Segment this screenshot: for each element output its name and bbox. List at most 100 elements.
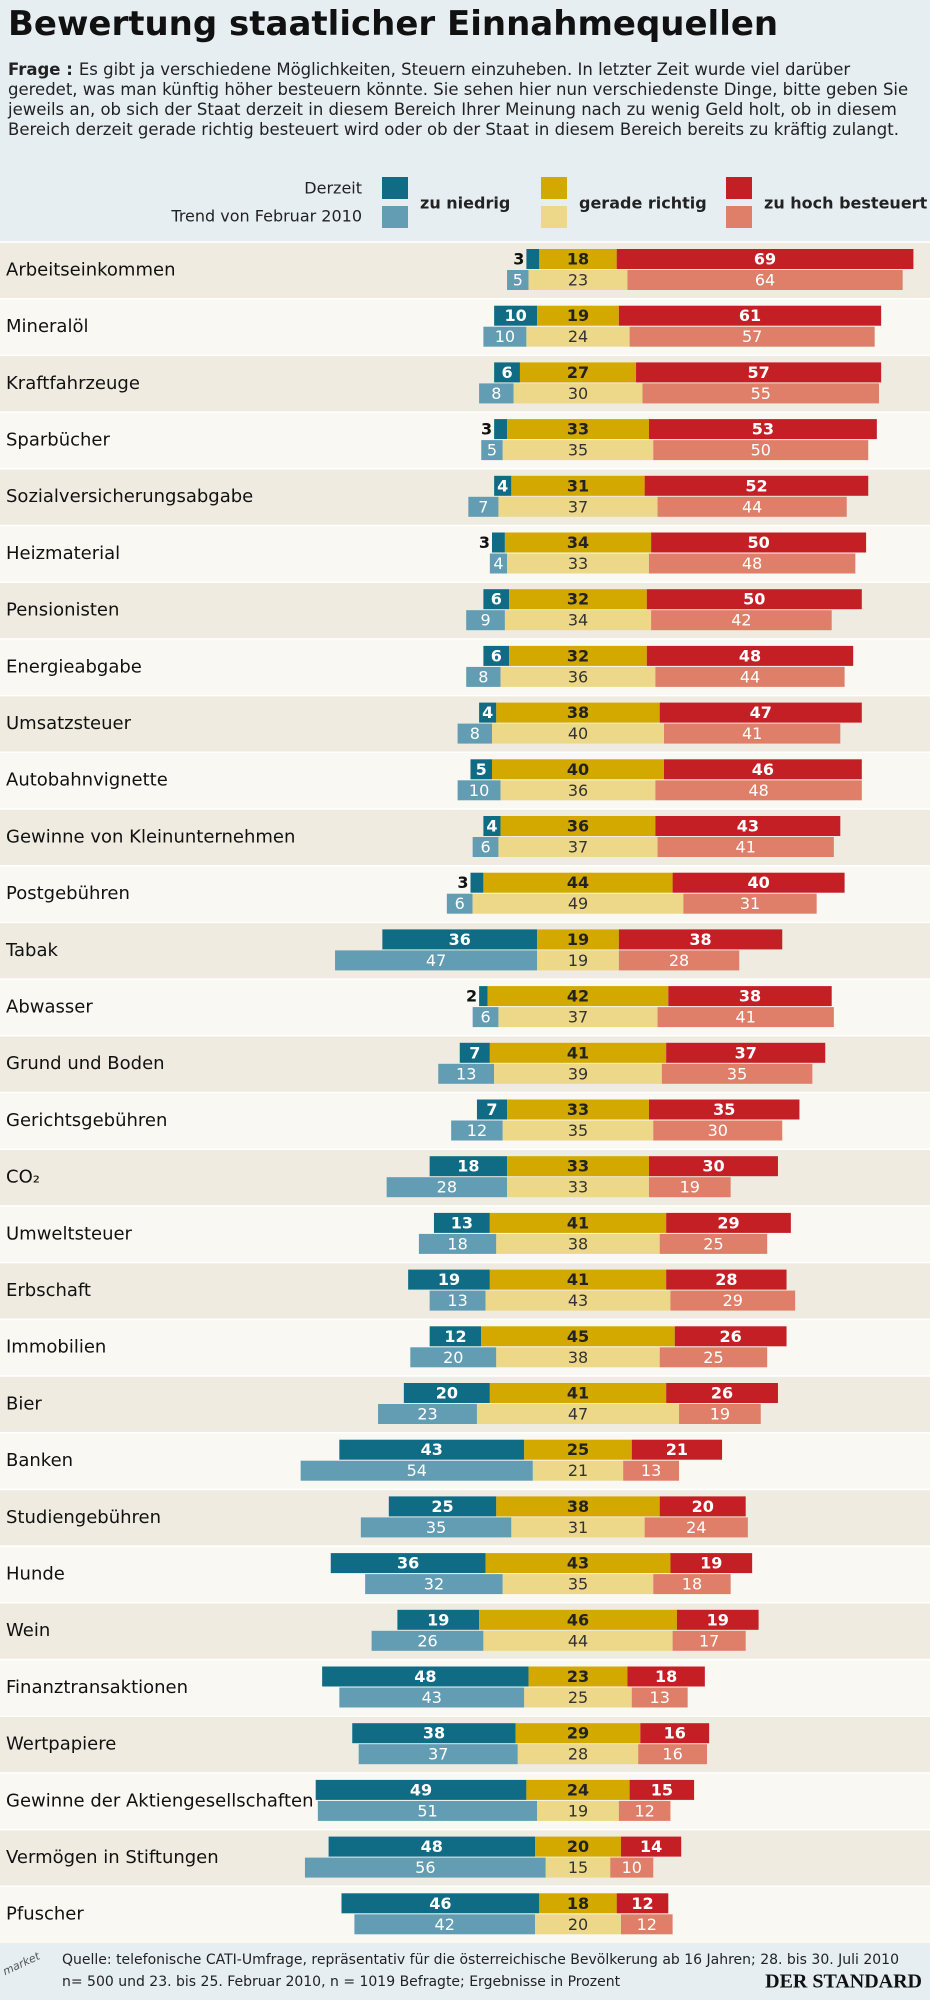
bar-segment	[648, 1099, 800, 1120]
value-label: 25	[568, 1688, 588, 1707]
value-label: 41	[567, 1043, 589, 1062]
bar-segment	[496, 1233, 660, 1254]
value-label: 46	[567, 1610, 589, 1629]
value-label: 47	[568, 1405, 588, 1424]
bar-segment	[507, 1177, 649, 1198]
bar-segment	[408, 1269, 490, 1290]
bar-segment	[483, 816, 501, 836]
value-label: 47	[426, 951, 446, 970]
legend-label: gerade richtig	[579, 194, 707, 213]
bar-segment	[666, 1383, 778, 1403]
value-label: 43	[422, 1688, 442, 1707]
bar-segment	[537, 929, 619, 950]
value-label: 45	[567, 1327, 589, 1346]
bar-segment	[668, 986, 832, 1007]
category-label: Bier	[6, 1393, 42, 1414]
value-label: 41	[567, 1213, 589, 1232]
source: n= 500 und 23. bis 25. Februar 2010, n =…	[62, 1974, 621, 1990]
legend-label: zu hoch besteuert	[764, 194, 928, 213]
value-label: 30	[568, 384, 588, 403]
value-label: 19	[567, 930, 589, 949]
category-label: Erbschaft	[6, 1280, 91, 1301]
bar-segment	[403, 1383, 490, 1403]
bar-segment	[509, 589, 647, 610]
value-label: 35	[727, 1064, 747, 1083]
value-label: 6	[480, 838, 490, 857]
bar-segment	[468, 496, 499, 517]
bar-segment	[429, 1326, 482, 1347]
bar-segment	[507, 270, 529, 290]
value-label: 14	[640, 1837, 662, 1856]
bar-segment	[644, 475, 869, 496]
bar-segment	[472, 893, 684, 914]
bar-segment	[472, 837, 499, 857]
value-label: 36	[397, 1554, 419, 1573]
bar-segment	[339, 1687, 525, 1708]
bar-segment	[621, 1836, 682, 1857]
value-label: 29	[717, 1213, 739, 1232]
bar-segment	[651, 532, 867, 553]
bar-segment	[335, 950, 538, 971]
value-label: 38	[567, 703, 589, 722]
value-label: 8	[478, 667, 488, 686]
value-label: 28	[715, 1270, 737, 1289]
category-label: Gerichtsgebühren	[6, 1110, 167, 1131]
value-label: 48	[742, 554, 762, 573]
value-label: 69	[754, 250, 776, 269]
value-label: 23	[568, 271, 588, 290]
value-label: 38	[568, 1348, 588, 1367]
value-label: 30	[708, 1121, 728, 1140]
value-label: 50	[747, 533, 769, 552]
value-label: 27	[567, 363, 589, 382]
bar-segment	[629, 326, 875, 347]
value-label: 4	[497, 476, 508, 495]
value-label: 15	[568, 1858, 588, 1877]
value-label: 29	[567, 1724, 589, 1743]
bar-segment	[659, 1347, 768, 1368]
bar-segment	[397, 1609, 480, 1630]
value-label: 18	[457, 1157, 479, 1176]
value-label: 35	[426, 1518, 446, 1537]
value-label: 36	[568, 667, 588, 686]
value-label: 48	[421, 1837, 443, 1856]
bar-segment	[418, 1233, 497, 1254]
bar-segment	[451, 1120, 503, 1141]
value-label: 38	[739, 987, 761, 1006]
value-label: 5	[476, 760, 487, 779]
bar-segment	[642, 383, 879, 404]
bar-segment	[627, 1666, 705, 1687]
value-label: 41	[567, 1270, 589, 1289]
bar-segment	[528, 1666, 628, 1687]
bar-segment	[618, 950, 740, 971]
legend-swatch	[541, 177, 567, 199]
value-label: 42	[567, 987, 589, 1006]
bar-segment	[498, 1007, 658, 1028]
value-label: 8	[470, 724, 480, 743]
value-label: 3	[479, 533, 490, 552]
bar-segment	[492, 723, 664, 744]
bar-segment	[653, 1574, 731, 1595]
value-label: 32	[567, 646, 589, 665]
bar-segment	[494, 1063, 662, 1084]
value-label: 34	[568, 611, 588, 630]
value-label: 18	[655, 1667, 677, 1686]
bar-segment	[496, 1347, 660, 1368]
value-label: 32	[424, 1575, 444, 1594]
value-label: 41	[736, 838, 756, 857]
bar-segment	[646, 589, 862, 610]
value-label: 10	[469, 781, 489, 800]
value-label: 38	[567, 1497, 589, 1516]
category-label: Gewinne der Aktiengesellschaften	[6, 1790, 314, 1811]
value-label: 13	[451, 1213, 473, 1232]
bar-segment	[479, 986, 488, 1007]
value-label: 24	[686, 1518, 706, 1537]
bar-segment	[648, 553, 856, 574]
value-label: 47	[750, 703, 772, 722]
value-label: 20	[443, 1348, 463, 1367]
category-label: Grund und Boden	[6, 1053, 165, 1074]
value-label: 39	[568, 1064, 588, 1083]
value-label: 6	[480, 1008, 490, 1027]
value-label: 6	[491, 646, 502, 665]
value-label: 61	[739, 306, 761, 325]
category-label: Vermögen in Stiftungen	[6, 1847, 219, 1868]
